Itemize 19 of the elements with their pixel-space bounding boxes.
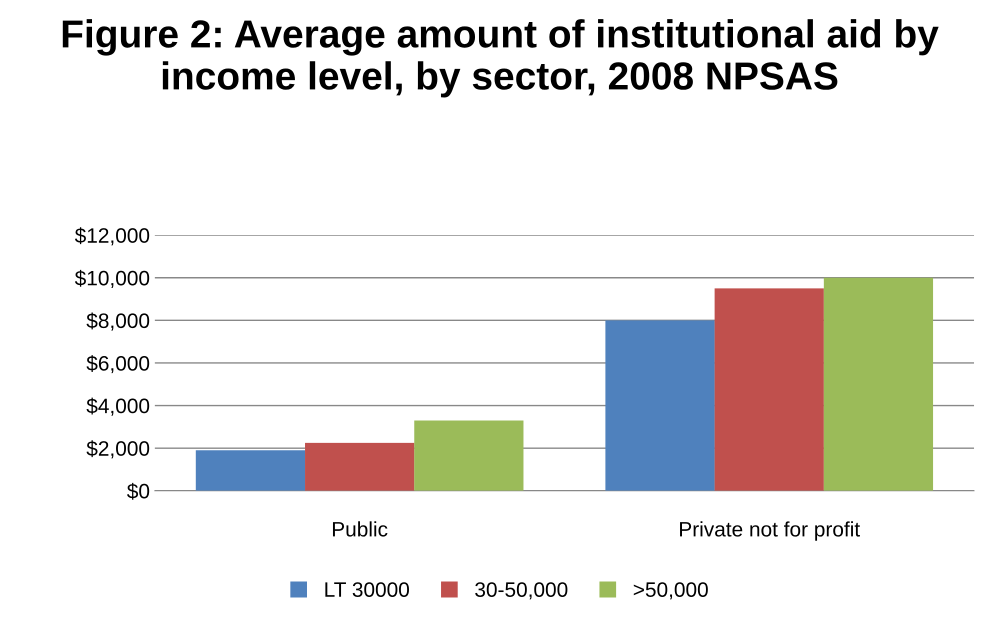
bar: [305, 442, 414, 491]
x-tick-label: Private not for profit: [680, 521, 860, 541]
y-tick-label: $4,000: [86, 398, 150, 416]
bar: [714, 288, 824, 491]
y-tick-label: $10,000: [74, 270, 150, 288]
chart-title: Figure 2: Average amount of institutional aid by income level, by sector, 2008 NPSAS: [62, 19, 939, 98]
y-tick-label: $8,000: [86, 312, 150, 331]
x-tick-label: Public: [332, 521, 388, 537]
y-tick-label: $0: [127, 482, 150, 500]
y-tick-label: $12,000: [74, 227, 150, 246]
bar: [605, 320, 715, 491]
legend-label: 30-50,000: [475, 582, 568, 600]
bar: [414, 420, 524, 491]
y-tick-label: $2,000: [86, 440, 150, 458]
legend-label: LT 30000: [325, 582, 409, 597]
bar: [824, 278, 934, 491]
bar: [196, 450, 306, 491]
legend-label: >50,000: [634, 582, 708, 600]
y-tick-label: $6,000: [86, 355, 150, 374]
